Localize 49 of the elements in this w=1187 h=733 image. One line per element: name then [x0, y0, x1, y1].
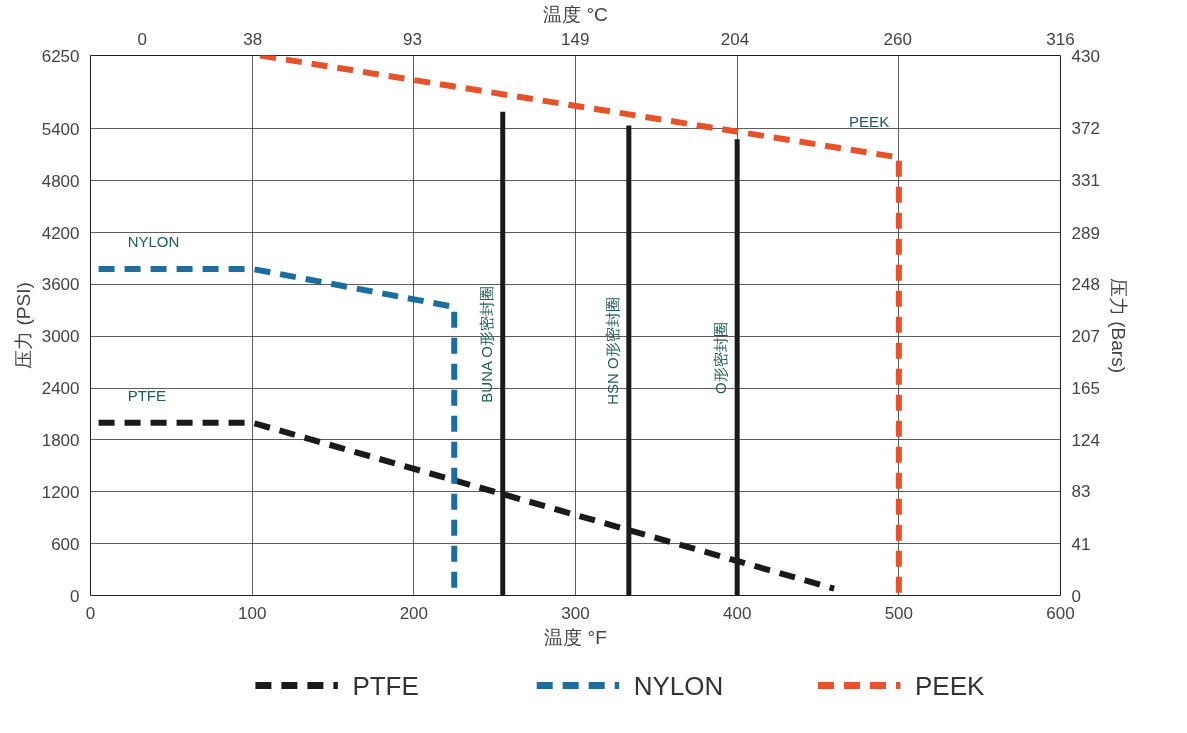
y2-tick-label: 41 — [1071, 535, 1091, 555]
x2-tick-label: 38 — [243, 29, 263, 49]
y-tick-label: 5400 — [41, 119, 80, 139]
y2-tick-label: 331 — [1071, 170, 1100, 190]
x-axis-title: 温度 °F — [544, 626, 607, 648]
y2-tick-label: 83 — [1071, 482, 1091, 502]
x-tick-label: 300 — [561, 603, 590, 623]
y-tick-label: 1800 — [41, 430, 80, 450]
x-tick-label: 400 — [722, 603, 752, 623]
y-tick-label: 1200 — [41, 482, 80, 502]
y-tick-label: 2400 — [41, 379, 80, 399]
x2-tick-label: 204 — [720, 29, 750, 49]
x2-tick-label: 316 — [1046, 29, 1075, 49]
annotation: PTFE — [127, 386, 167, 404]
y2-axis-title: 压力 (Bars) — [1107, 278, 1129, 373]
x2-tick-label: 93 — [403, 29, 422, 49]
text: BUNA O形密封圈 — [477, 285, 495, 403]
legend-label: PTFE — [352, 670, 419, 701]
text: O形密封圈 — [712, 322, 730, 395]
text: HSN O形密封圈 — [603, 297, 621, 405]
x2-tick-label: 0 — [137, 29, 147, 49]
y-tick-label: 0 — [70, 586, 80, 606]
y-tick-label: 3000 — [41, 327, 80, 347]
x-tick-label: 200 — [399, 603, 429, 623]
x-tick-label: 500 — [884, 603, 914, 623]
legend-label: PEEK — [915, 670, 986, 701]
legend-label: NYLON — [633, 670, 724, 701]
y-tick-label: 3600 — [41, 275, 80, 295]
y2-tick-label: 248 — [1071, 275, 1100, 295]
y2-tick-label: 289 — [1071, 223, 1100, 243]
y-axis-title: 压力 (PSI) — [12, 282, 34, 369]
y-tick-label: 600 — [51, 534, 80, 554]
x-tick-label: 0 — [85, 603, 96, 623]
y-tick-label: 6250 — [41, 46, 80, 66]
annotation: NYLON — [127, 233, 180, 251]
x2-tick-label: 260 — [883, 29, 912, 49]
x2-tick-label: 149 — [561, 29, 590, 49]
y2-tick-label: 430 — [1071, 46, 1100, 66]
x-tick-label: 100 — [237, 603, 267, 623]
y2-tick-label: 372 — [1071, 119, 1100, 139]
y-tick-label: 4800 — [41, 171, 80, 191]
y2-tick-label: 124 — [1071, 430, 1100, 450]
y2-tick-label: 0 — [1071, 586, 1081, 606]
annotation: PEEK — [849, 113, 890, 131]
x-tick-label: 600 — [1046, 603, 1075, 623]
y2-tick-label: 165 — [1071, 379, 1100, 399]
y-tick-label: 4200 — [41, 223, 80, 243]
y2-tick-label: 207 — [1071, 326, 1100, 346]
x2-axis-title: 温度 °C — [543, 3, 608, 25]
